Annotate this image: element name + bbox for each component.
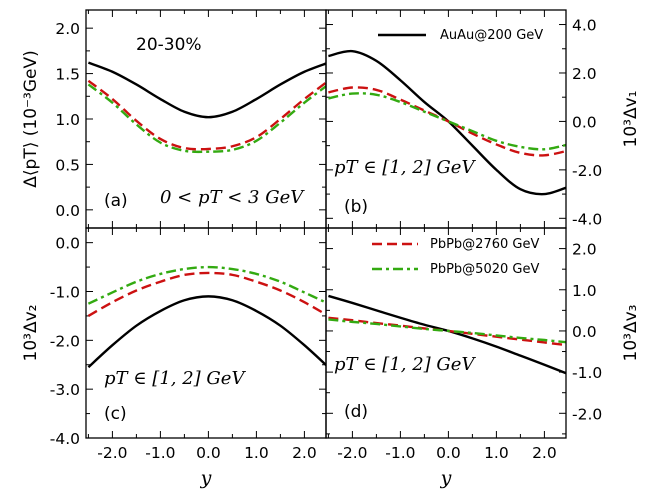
panel-a-ylabel: Δ⟨pT⟩ (10⁻³GeV) [21, 50, 41, 187]
series-pbpb2760-a [87, 79, 326, 151]
panel-b: -4.0 -2.0 0.0 2.0 4.0 pT ∈ [1, 2] GeV (b) 10… [325, 9, 641, 229]
x-tick-label-d: 2.0 [532, 444, 557, 462]
panel-c-label: (c) [104, 404, 127, 424]
x-tick-label-c: 0.0 [196, 444, 221, 462]
panel-c: -2.0 -1.0 0.0 1.0 2.0 -4.0 -3.0 -2.0 -1.0 0.0 pT … [21, 227, 327, 462]
panel-d-annotation: pT ∈ [1, 2] GeV [334, 354, 476, 375]
panel-c-plot: -2.0 -1.0 0.0 1.0 2.0 -4.0 -3.0 -2.0 -1.0 0.0 [50, 228, 326, 462]
panel-a-plot: 0.0 0.5 1.0 1.5 2.0 [55, 10, 326, 228]
y-tick-label-d: 2.0 [572, 241, 597, 259]
y-tick-label-a: 2.0 [55, 20, 80, 38]
series-pbpb2760-c [87, 271, 326, 317]
series-pbpb2760-b [328, 86, 566, 157]
panel-b-annotation: pT ∈ [1, 2] GeV [334, 157, 476, 178]
x-axis-label-right: y [440, 467, 452, 489]
panel-b-ylabel: 10³Δv₁ [621, 91, 641, 148]
y-tick-label-c: 0.0 [55, 235, 80, 253]
panel-d-label: (d) [344, 402, 368, 422]
y-tick-label-a: 1.5 [55, 66, 80, 84]
x-axis-label-left: y [200, 467, 212, 489]
y-tick-label-b: -4.0 [572, 210, 602, 228]
y-tick-label-d: 1.0 [572, 282, 597, 300]
y-tick-label-b: 4.0 [572, 17, 597, 35]
y-tick-label-a: 1.0 [55, 111, 80, 129]
y-tick-label-b: 0.0 [572, 113, 597, 131]
panel-c-ylabel: 10³Δv₂ [21, 305, 41, 362]
y-tick-label-c: -2.0 [50, 332, 80, 350]
x-tick-label-c: -1.0 [145, 444, 175, 462]
legend-auau200-label: AuAu@200 GeV [440, 28, 543, 43]
panel-d-ylabel: 10³Δv₃ [621, 305, 641, 362]
panel-a-label: (a) [104, 191, 128, 211]
legend-pbpb2760-label: PbPb@2760 GeV [430, 237, 539, 252]
panel-a: 0.0 0.5 1.0 1.5 2.0 20-30% (a) 0 < pT < 3 Ge… [21, 9, 327, 229]
series-pbpb5020-a [87, 83, 326, 154]
legend-pbpb5020-label: PbPb@5020 GeV [430, 262, 539, 277]
panel-d: -2.0 -1.0 0.0 1.0 2.0 -2.0 -1.0 0.0 1.0 2.0 pT ∈ … [325, 227, 641, 462]
y-tick-label-a: 0.5 [55, 156, 80, 174]
x-tick-label-d: -2.0 [337, 444, 367, 462]
x-tick-label-d: 1.0 [484, 444, 509, 462]
panel-b-plot: -4.0 -2.0 0.0 2.0 4.0 [326, 10, 602, 228]
panel-c-annotation: pT ∈ [1, 2] GeV [104, 368, 246, 389]
y-tick-label-d: -1.0 [572, 364, 602, 382]
panel-d-frame [325, 227, 567, 439]
y-tick-label-b: -2.0 [572, 162, 602, 180]
panel-a-annotation: 0 < pT < 3 GeV [160, 187, 305, 208]
x-tick-label-d: -1.0 [385, 444, 415, 462]
y-tick-label-a: 0.0 [55, 202, 80, 220]
y-tick-label-b: 2.0 [572, 65, 597, 83]
y-tick-label-c: -3.0 [50, 381, 80, 399]
y-tick-label-c: -1.0 [50, 283, 80, 301]
series-auau200-a [87, 61, 326, 119]
series-auau200-c [87, 295, 326, 369]
centrality-label: 20-30% [136, 35, 202, 55]
legend-top: AuAu@200 GeV [378, 28, 543, 43]
y-tick-label-c: -4.0 [50, 430, 80, 448]
series-pbpb5020-c [87, 265, 326, 305]
series-pbpb5020-d [328, 318, 566, 344]
panel-d-plot: -2.0 -1.0 0.0 1.0 2.0 -2.0 -1.0 0.0 1.0 2.0 [326, 227, 602, 462]
y-tick-label-d: -2.0 [572, 405, 602, 423]
x-tick-label-c: 2.0 [292, 444, 317, 462]
x-tick-label-d: 0.0 [436, 444, 461, 462]
y-tick-label-d: 0.0 [572, 323, 597, 341]
x-tick-label-c: -2.0 [97, 444, 127, 462]
x-tick-label-c: 1.0 [244, 444, 269, 462]
legend-bottom: PbPb@2760 GeV PbPb@5020 GeV [372, 237, 539, 277]
panel-b-label: (b) [344, 197, 368, 217]
